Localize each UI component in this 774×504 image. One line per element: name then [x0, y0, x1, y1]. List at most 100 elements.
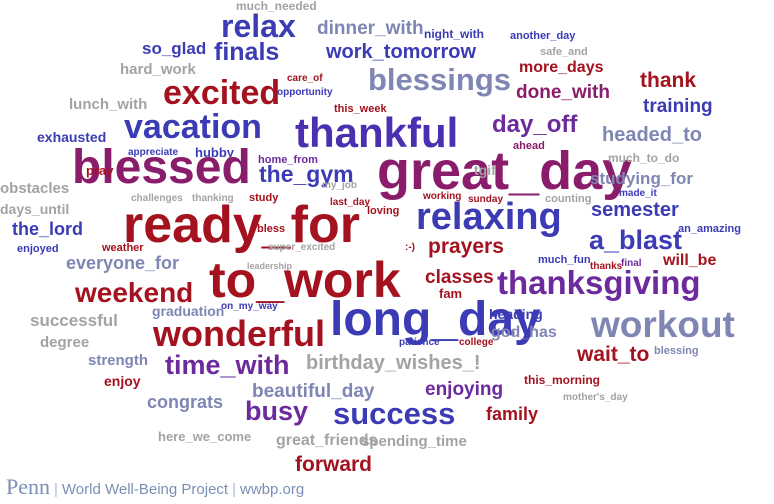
- word-spending-time: spending_time: [361, 433, 467, 450]
- word-bless: bless: [257, 223, 286, 235]
- word-studying-for: studying_for: [590, 169, 693, 188]
- word-counting: counting: [545, 193, 592, 205]
- word-relax: relax: [221, 8, 296, 44]
- footer-project: World Well-Being Project: [61, 481, 229, 498]
- word-study: study: [249, 192, 279, 204]
- word-done-with: done_with: [516, 82, 610, 103]
- word-this-week: this_week: [334, 103, 387, 115]
- word-loving: loving: [367, 205, 400, 217]
- word-night-with: night_with: [424, 27, 484, 41]
- word-last-day: last_day: [330, 197, 371, 208]
- word-final: final: [621, 258, 642, 269]
- footer-site: wwbp.org: [239, 481, 305, 498]
- word-everyone-for: everyone_for: [66, 253, 180, 273]
- word-thanksgiving: thanksgiving: [497, 264, 701, 301]
- word-prayers: prayers: [428, 235, 504, 258]
- word-enjoying: enjoying: [425, 379, 504, 400]
- word-classes: classes: [425, 267, 494, 288]
- word-great-friends: great_friends: [276, 432, 378, 449]
- word-headed-to: headed_to: [602, 124, 703, 146]
- word-heading: heading: [489, 306, 543, 322]
- word-thanking: thanking: [192, 193, 234, 204]
- word-smiley: :-): [405, 242, 415, 253]
- word-ahead: ahead: [513, 140, 545, 152]
- word-lunch-with: lunch_with: [69, 96, 148, 113]
- word-the-gym: the_gym: [259, 161, 354, 187]
- penn-brand: Penn: [6, 474, 50, 499]
- word-finals: finals: [214, 38, 280, 66]
- word-fam: fam: [439, 286, 463, 301]
- word-working: working: [423, 191, 462, 202]
- word-to-work: to_work: [209, 252, 401, 308]
- word-weather: weather: [102, 242, 144, 254]
- word-ready-for: ready_for: [123, 196, 360, 254]
- word-birthday-wishes: birthday_wishes_!: [306, 352, 481, 374]
- word-home-from: home_from: [258, 154, 318, 166]
- word-care-of: care_of: [287, 73, 323, 84]
- word-enjoy: enjoy: [104, 373, 141, 389]
- word-an-amazing: an_amazing: [678, 223, 741, 235]
- word-success: success: [333, 396, 456, 431]
- word-pray: pray: [86, 163, 114, 178]
- word-great-day: great_day: [377, 141, 633, 201]
- word-much-fun: much_fun: [538, 254, 591, 266]
- word-leadership: leadership: [247, 261, 293, 271]
- word-relaxing: relaxing: [416, 196, 562, 238]
- word-family: family: [486, 404, 539, 424]
- word-much-needed: much_needed: [236, 0, 317, 13]
- word-the-lord: the_lord: [12, 219, 84, 239]
- word-beautiful-day: beautiful_day: [252, 381, 375, 402]
- word-strength: strength: [88, 352, 148, 369]
- word-a-blast: a_blast: [589, 225, 683, 255]
- word-patience: patience: [399, 337, 440, 348]
- word-day-off: day_off: [492, 111, 578, 138]
- word-semester: semester: [591, 199, 679, 221]
- word-safe-and: safe_and: [540, 46, 588, 58]
- word-much-to-do: much_to_do: [608, 151, 680, 165]
- word-time-with: time_with: [165, 350, 290, 380]
- word-vacation: vacation: [124, 108, 262, 146]
- word-so-glad: so_glad: [142, 39, 207, 58]
- word-busy: busy: [245, 396, 309, 426]
- footer-credit: Penn | World Well-Being Project | wwbp.org: [6, 474, 304, 500]
- word-blessings: blessings: [368, 62, 511, 97]
- word-dinner-with: dinner_with: [317, 18, 424, 39]
- word-long-day: long_day: [330, 293, 541, 346]
- word-here-we-come: here_we_come: [158, 429, 252, 444]
- word-workout: workout: [591, 304, 735, 345]
- word-degree: degree: [40, 334, 90, 351]
- word-excited: excited: [163, 74, 281, 112]
- word-thank: thank: [640, 69, 697, 92]
- word-successful: successful: [30, 311, 118, 330]
- footer-separator: |: [54, 481, 58, 498]
- word-exhausted: exhausted: [37, 129, 107, 145]
- word-thankful: thankful: [295, 109, 459, 156]
- word-super-excited: super_excited: [268, 242, 336, 253]
- word-another-day: another_day: [510, 30, 576, 42]
- word-weekend: weekend: [75, 277, 194, 308]
- word-wonderful: wonderful: [153, 313, 325, 354]
- word-training: training: [643, 96, 713, 117]
- word-made-it: made_it: [619, 188, 657, 199]
- word-my-job: my_job: [322, 180, 358, 191]
- word-hubby: hubby: [195, 145, 234, 160]
- word-opportunity: opportunity: [277, 87, 333, 98]
- word-days-until: days_until: [0, 201, 70, 217]
- word-blessing: blessing: [654, 345, 699, 357]
- word-appreciate: appreciate: [128, 147, 179, 158]
- word-god-has: god_has: [491, 324, 557, 341]
- word-this-morning: this_morning: [524, 373, 601, 387]
- footer-separator: |: [232, 481, 236, 498]
- word-mother-s-day: mother's_day: [563, 392, 628, 403]
- word-thanks: thanks: [590, 261, 623, 272]
- word-wait-to: wait_to: [577, 343, 650, 366]
- word-will-be: will_be: [663, 252, 717, 269]
- word-sunday: sunday: [468, 194, 504, 205]
- word-graduation: graduation: [152, 303, 225, 319]
- word-work-tomorrow: work_tomorrow: [326, 41, 477, 63]
- word-enjoyed: enjoyed: [17, 243, 59, 255]
- word-hard-work: hard_work: [120, 61, 196, 78]
- word-forward: forward: [295, 453, 373, 476]
- word-college: college: [459, 337, 494, 348]
